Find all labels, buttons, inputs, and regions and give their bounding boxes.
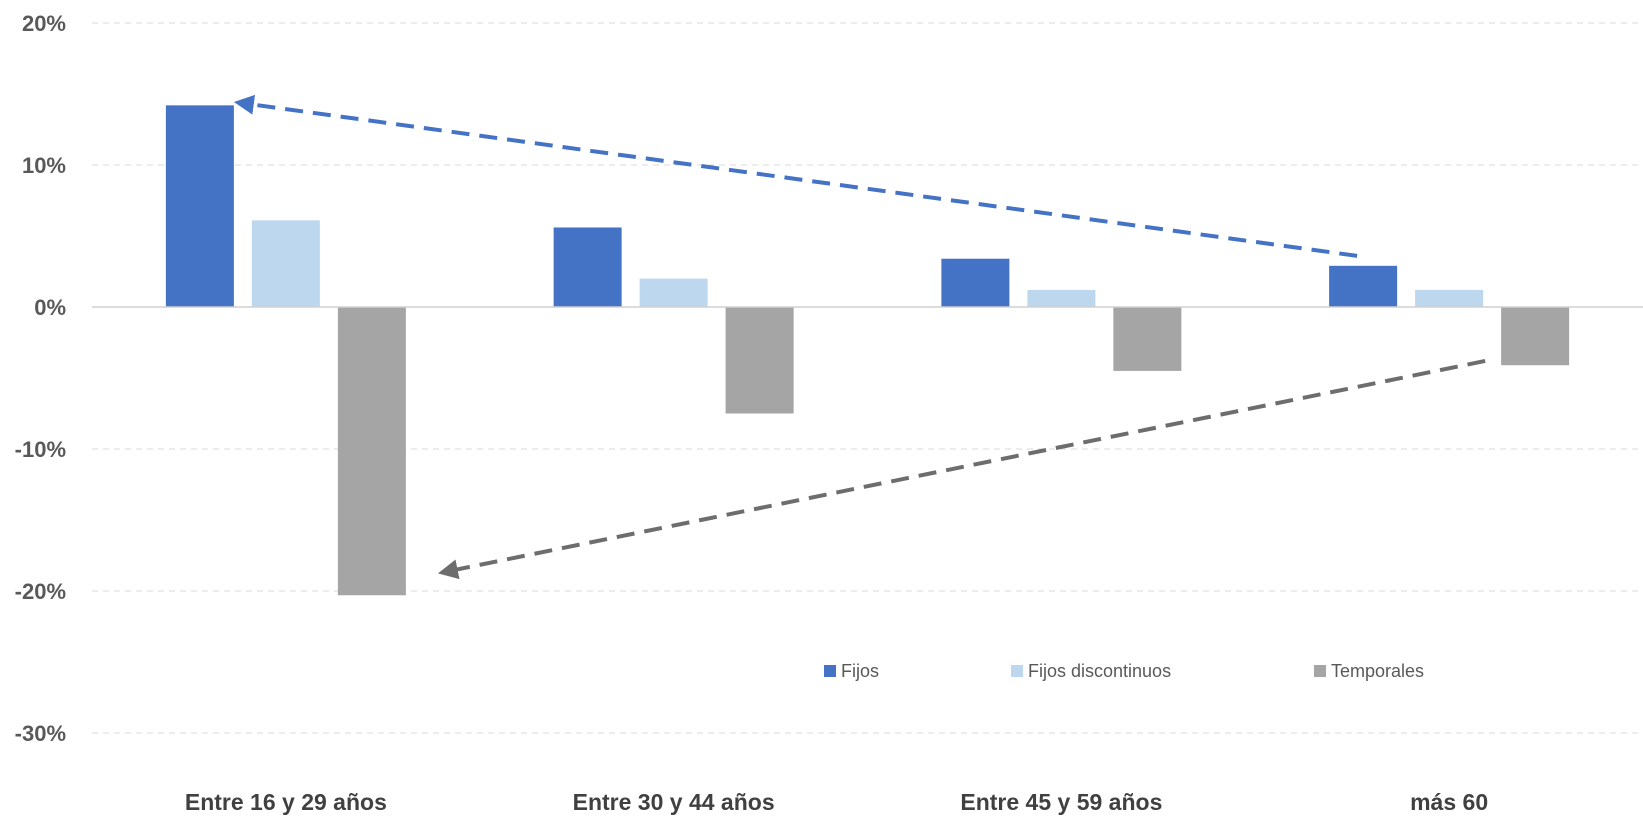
legend-swatch xyxy=(824,665,836,677)
x-category-label: Entre 30 y 44 años xyxy=(573,789,775,815)
legend: Fijos Fijos discontinuos Temporales xyxy=(824,661,1424,681)
bar xyxy=(725,307,794,414)
y-tick-label: -30% xyxy=(15,721,66,746)
y-tick-label: -10% xyxy=(15,437,66,462)
bar xyxy=(251,220,320,307)
bar xyxy=(165,105,234,307)
bar xyxy=(1027,289,1096,307)
legend-swatch xyxy=(1011,665,1023,677)
legend-label: Fijos xyxy=(841,661,879,681)
dashed-trend-arrow xyxy=(437,358,1486,580)
bar xyxy=(639,278,708,307)
bar xyxy=(1415,289,1484,307)
x-category-label: Entre 16 y 29 años xyxy=(185,789,387,815)
legend-swatch xyxy=(1314,665,1326,677)
bar xyxy=(1501,307,1570,366)
bar xyxy=(941,258,1010,307)
x-category-label: más 60 xyxy=(1410,789,1488,815)
bar xyxy=(1113,307,1182,371)
y-tick-label: 10% xyxy=(22,153,66,178)
bar xyxy=(553,227,622,307)
bar xyxy=(337,307,406,596)
x-axis-categories: Entre 16 y 29 años Entre 30 y 44 años Entr… xyxy=(185,789,1488,815)
y-axis-ticks: 20% 10% 0% -10% -20% -30% xyxy=(15,11,66,746)
bars xyxy=(165,105,1570,596)
dashed-trend-arrow xyxy=(233,94,1358,258)
legend-label: Fijos discontinuos xyxy=(1028,661,1171,681)
legend-label: Temporales xyxy=(1331,661,1424,681)
x-category-label: Entre 45 y 59 años xyxy=(960,789,1162,815)
trend-arrows xyxy=(233,94,1486,580)
y-tick-label: -20% xyxy=(15,579,66,604)
y-tick-label: 20% xyxy=(22,11,66,36)
bar xyxy=(1329,265,1398,307)
gridlines xyxy=(92,22,1643,734)
y-tick-label: 0% xyxy=(34,295,66,320)
